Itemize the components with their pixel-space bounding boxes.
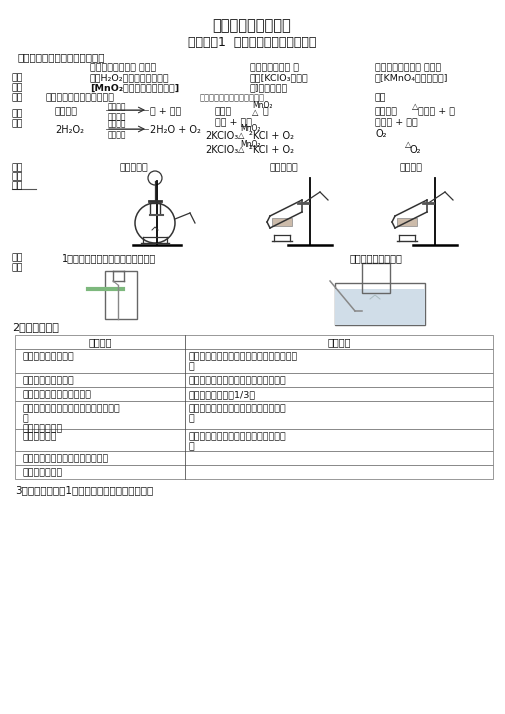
Text: 药品: 药品	[12, 73, 24, 82]
Text: 氧化锰 + 氧气: 氧化锰 + 氧气	[375, 118, 418, 127]
Text: 加热: 加热	[375, 93, 386, 102]
Text: 收：收集气体: 收：收集气体	[23, 432, 58, 441]
Text: 二氧化锰: 二氧化锰	[108, 112, 126, 121]
Text: △: △	[238, 145, 244, 154]
Text: [MnO₂黑色固体，不溶于水]: [MnO₂黑色固体，不溶于水]	[90, 83, 179, 92]
Text: 3、收集方法：（1）排水法（氧气不易溶于水）: 3、收集方法：（1）排水法（氧气不易溶于水）	[15, 485, 153, 495]
Text: 药品要斜铺在试管底部，便于均匀加热: 药品要斜铺在试管底部，便于均匀加热	[189, 376, 287, 385]
Bar	[15, 401, 493, 429]
Text: 常温下，二氧化锰作催化剂: 常温下，二氧化锰作催化剂	[46, 93, 115, 102]
Text: 酸钾[KClO₃白色晶: 酸钾[KClO₃白色晶	[250, 73, 309, 82]
Text: 铁夹夹在距试管口1/3处: 铁夹夹在距试管口1/3处	[189, 390, 256, 399]
Text: 氢（H₂O₂）溶液、二氧化锰: 氢（H₂O₂）溶液、二氧化锰	[90, 73, 170, 82]
Bar	[15, 451, 493, 465]
Text: 点：点燃酒精灯，先预热，再对准药品
的
部位集中加热。: 点：点燃酒精灯，先预热，再对准药品 的 部位集中加热。	[23, 404, 121, 434]
Text: 初中必做的八大实验: 初中必做的八大实验	[213, 18, 291, 33]
Text: △: △	[252, 108, 259, 117]
Text: 反应: 反应	[12, 109, 24, 118]
Text: 反应: 反应	[12, 93, 24, 102]
Text: 查：检查装置气密性: 查：检查装置气密性	[23, 352, 75, 361]
Text: 二氧化锰: 二氧化锰	[108, 119, 126, 128]
Text: 离：收集完毕，将导管撤离水槽。: 离：收集完毕，将导管撤离水槽。	[23, 454, 109, 463]
Text: 熄：熄灭酒精灯: 熄：熄灭酒精灯	[23, 468, 63, 477]
Bar	[15, 465, 493, 479]
Text: 收集: 收集	[12, 253, 24, 262]
Text: 二氧化锰: 二氧化锰	[108, 130, 126, 139]
Text: 锰酸钾 + 二: 锰酸钾 + 二	[418, 107, 455, 116]
Text: 高锰酸钾: 高锰酸钾	[375, 107, 398, 116]
Text: 原理: 原理	[12, 119, 24, 128]
Text: 固固加热型: 固固加热型	[270, 163, 299, 172]
Text: 氯: 氯	[263, 107, 269, 116]
Text: △: △	[405, 140, 412, 149]
Text: 发生: 发生	[12, 172, 24, 181]
Text: 固液不加热: 固液不加热	[120, 163, 149, 172]
Text: 先让试管均匀受热，防止试管因受热不
均: 先让试管均匀受热，防止试管因受热不 均	[189, 404, 287, 423]
Text: 氯酸钾: 氯酸钾	[215, 107, 232, 116]
Text: MnO₂: MnO₂	[240, 140, 261, 149]
Text: 若用向上排空气法收集气体时，导管应
伸: 若用向上排空气法收集气体时，导管应 伸	[189, 432, 287, 451]
Bar	[335, 289, 425, 325]
Text: 定：把试管固定在铁架台上: 定：把试管固定在铁架台上	[23, 390, 92, 399]
Bar	[362, 263, 390, 293]
Text: 高锰酸钾制取氧气 高锰酸: 高锰酸钾制取氧气 高锰酸	[375, 63, 441, 72]
Bar	[335, 283, 425, 325]
Text: O₂: O₂	[410, 145, 422, 155]
Text: 体]、二氧化锰: 体]、二氧化锰	[250, 83, 288, 92]
Text: 二氧化锰: 二氧化锰	[108, 102, 126, 111]
Text: 注意事项: 注意事项	[327, 337, 351, 347]
Text: 装置: 装置	[12, 181, 24, 190]
Text: 2H₂O + O₂: 2H₂O + O₂	[150, 125, 201, 135]
Text: MnO₂: MnO₂	[252, 101, 273, 110]
Text: 2KClO₃: 2KClO₃	[205, 145, 238, 155]
Text: △: △	[238, 131, 244, 140]
Text: 状态: 状态	[12, 83, 24, 92]
Text: MnO₂: MnO₂	[240, 124, 261, 133]
Text: 2H₂O₂: 2H₂O₂	[55, 125, 84, 135]
Bar	[272, 218, 292, 226]
Text: O₂: O₂	[375, 129, 386, 139]
Bar	[105, 271, 137, 319]
Bar	[15, 335, 493, 349]
Text: 装置: 装置	[12, 263, 24, 272]
Text: 氯酸钾制取氧气 氯: 氯酸钾制取氧气 氯	[250, 63, 299, 72]
Text: ²KCl + O₂: ²KCl + O₂	[249, 131, 294, 141]
Text: 过氧化氢制取氧气 过氧化: 过氧化氢制取氧气 过氧化	[90, 63, 156, 72]
Bar	[15, 349, 493, 373]
Text: 装：将药品装入试管: 装：将药品装入试管	[23, 376, 75, 385]
Text: 过氧化氢: 过氧化氢	[55, 107, 78, 116]
Text: 2KClO₃: 2KClO₃	[205, 131, 238, 141]
Text: 钾[KMnO₄紫黑色晶体]: 钾[KMnO₄紫黑色晶体]	[375, 73, 448, 82]
Text: 、排水法（不易溶于: 、排水法（不易溶于	[350, 253, 403, 263]
Text: 水 + 氧气: 水 + 氧气	[150, 107, 181, 116]
Text: △: △	[412, 102, 419, 111]
Text: 实验步骤: 实验步骤	[88, 337, 112, 347]
Bar	[15, 373, 493, 387]
Text: 加热，二氧化锰作催化剂条件: 加热，二氧化锰作催化剂条件	[200, 93, 265, 102]
Bar	[15, 387, 493, 401]
Text: ²KCl + O₂: ²KCl + O₂	[249, 145, 294, 155]
Text: 先将导管一端浸入水中，再用两手紧握容器
外: 先将导管一端浸入水中，再用两手紧握容器 外	[189, 352, 298, 371]
Text: 固固加热: 固固加热	[400, 163, 423, 172]
Text: 气体: 气体	[12, 163, 24, 172]
Text: 1、向上排空气法（密度比空气大）: 1、向上排空气法（密度比空气大）	[62, 253, 156, 263]
Bar	[397, 218, 417, 226]
Bar	[15, 429, 493, 451]
Text: 实验活动1  氧气的实验室制取与性质: 实验活动1 氧气的实验室制取与性质	[188, 36, 316, 49]
Text: 化钾 + 氧气: 化钾 + 氧气	[215, 118, 252, 127]
Text: 2、实验步骤：: 2、实验步骤：	[12, 322, 59, 332]
Text: 实验室制取氧气三种方法的比较: 实验室制取氧气三种方法的比较	[18, 52, 106, 62]
